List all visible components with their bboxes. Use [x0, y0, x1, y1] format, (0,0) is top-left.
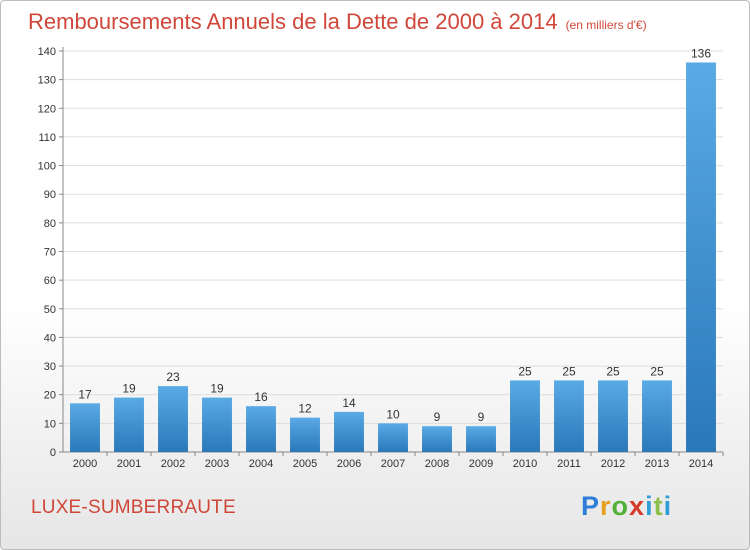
bars: 17 19 23 19 16 12 14 10 9 9 25 25 25 25 136	[70, 46, 716, 452]
bar-value-label: 9	[478, 410, 485, 424]
x-tick-label: 2000	[73, 458, 97, 470]
y-tick-label: 70	[44, 247, 56, 259]
x-tick-label: 2013	[645, 458, 669, 470]
y-tick-label: 140	[38, 46, 56, 58]
y-tick-label: 30	[44, 361, 56, 373]
bar	[290, 417, 320, 452]
chart-title-block: Remboursements Annuels de la Dette de 20…	[28, 9, 647, 35]
bar-value-label: 19	[122, 382, 136, 396]
y-tick-label: 120	[38, 103, 56, 115]
x-tick-label: 2009	[469, 458, 493, 470]
bar-value-label: 25	[518, 364, 532, 378]
bar	[422, 426, 452, 452]
y-tick-label: 0	[50, 447, 56, 459]
x-tick-label: 2004	[249, 458, 273, 470]
bar-value-label: 25	[606, 364, 620, 378]
x-tick-label: 2001	[117, 458, 141, 470]
bar	[378, 423, 408, 452]
logo-letter: x	[629, 491, 646, 521]
logo-letter: r	[600, 491, 612, 521]
y-tick-label: 80	[44, 218, 56, 230]
bar	[114, 397, 144, 452]
logo-letter: o	[611, 491, 630, 521]
bar-value-label: 19	[210, 382, 224, 396]
bar-value-label: 9	[434, 410, 441, 424]
city-name: LUXE-SUMBERRAUTE	[31, 497, 236, 518]
logo-letter: P	[581, 491, 601, 521]
y-tick-label: 20	[44, 390, 56, 402]
bar	[554, 380, 584, 452]
logo-letter: i	[645, 491, 654, 521]
y-tick-label: 100	[38, 161, 56, 173]
bar-value-label: 12	[298, 402, 312, 416]
x-tick-label: 2002	[161, 458, 185, 470]
bar	[598, 380, 628, 452]
y-tick-label: 50	[44, 304, 56, 316]
bar-value-label: 16	[254, 390, 268, 404]
x-tick-label: 2003	[205, 458, 229, 470]
x-tick-label: 2006	[337, 458, 361, 470]
logo-letter: t	[653, 491, 664, 521]
x-tick-label: 2014	[689, 458, 713, 470]
y-tick-label: 90	[44, 189, 56, 201]
axes: 0 10 20 30 40 50 60 70 80 90 100 110 120 130 140 2000 20…	[38, 46, 724, 470]
x-tick-label: 2008	[425, 458, 449, 470]
y-tick-label: 110	[38, 132, 56, 144]
bar	[158, 386, 188, 452]
x-tick-label: 2007	[381, 458, 405, 470]
chart-unit: (en milliers d'€)	[565, 18, 647, 32]
bar	[510, 380, 540, 452]
x-tick-label: 2005	[293, 458, 317, 470]
bar-value-label: 17	[78, 387, 92, 401]
bar-value-label: 14	[342, 396, 356, 410]
y-tick-label: 130	[38, 75, 56, 87]
bar-value-label: 10	[386, 407, 400, 421]
bar-value-label: 136	[691, 46, 711, 60]
bar	[642, 380, 672, 452]
logo-letter: i	[663, 491, 673, 521]
x-tick-label: 2011	[557, 458, 581, 470]
bar	[202, 397, 232, 452]
bar	[70, 403, 100, 452]
y-tick-label: 60	[44, 275, 56, 287]
chart-title: Remboursements Annuels de la Dette de 20…	[28, 9, 558, 34]
x-tick-label: 2010	[513, 458, 537, 470]
proxiti-logo: Proxiti	[581, 491, 672, 522]
x-tick-label: 2012	[601, 458, 625, 470]
bar-value-label: 25	[562, 364, 576, 378]
bar	[686, 62, 716, 452]
y-tick-label: 40	[44, 332, 56, 344]
bar	[246, 406, 276, 452]
bar-value-label: 25	[650, 364, 664, 378]
grid-lines	[63, 50, 723, 424]
bar-value-label: 23	[166, 370, 180, 384]
y-tick-label: 10	[44, 418, 56, 430]
bar	[334, 411, 364, 452]
bar	[466, 426, 496, 452]
